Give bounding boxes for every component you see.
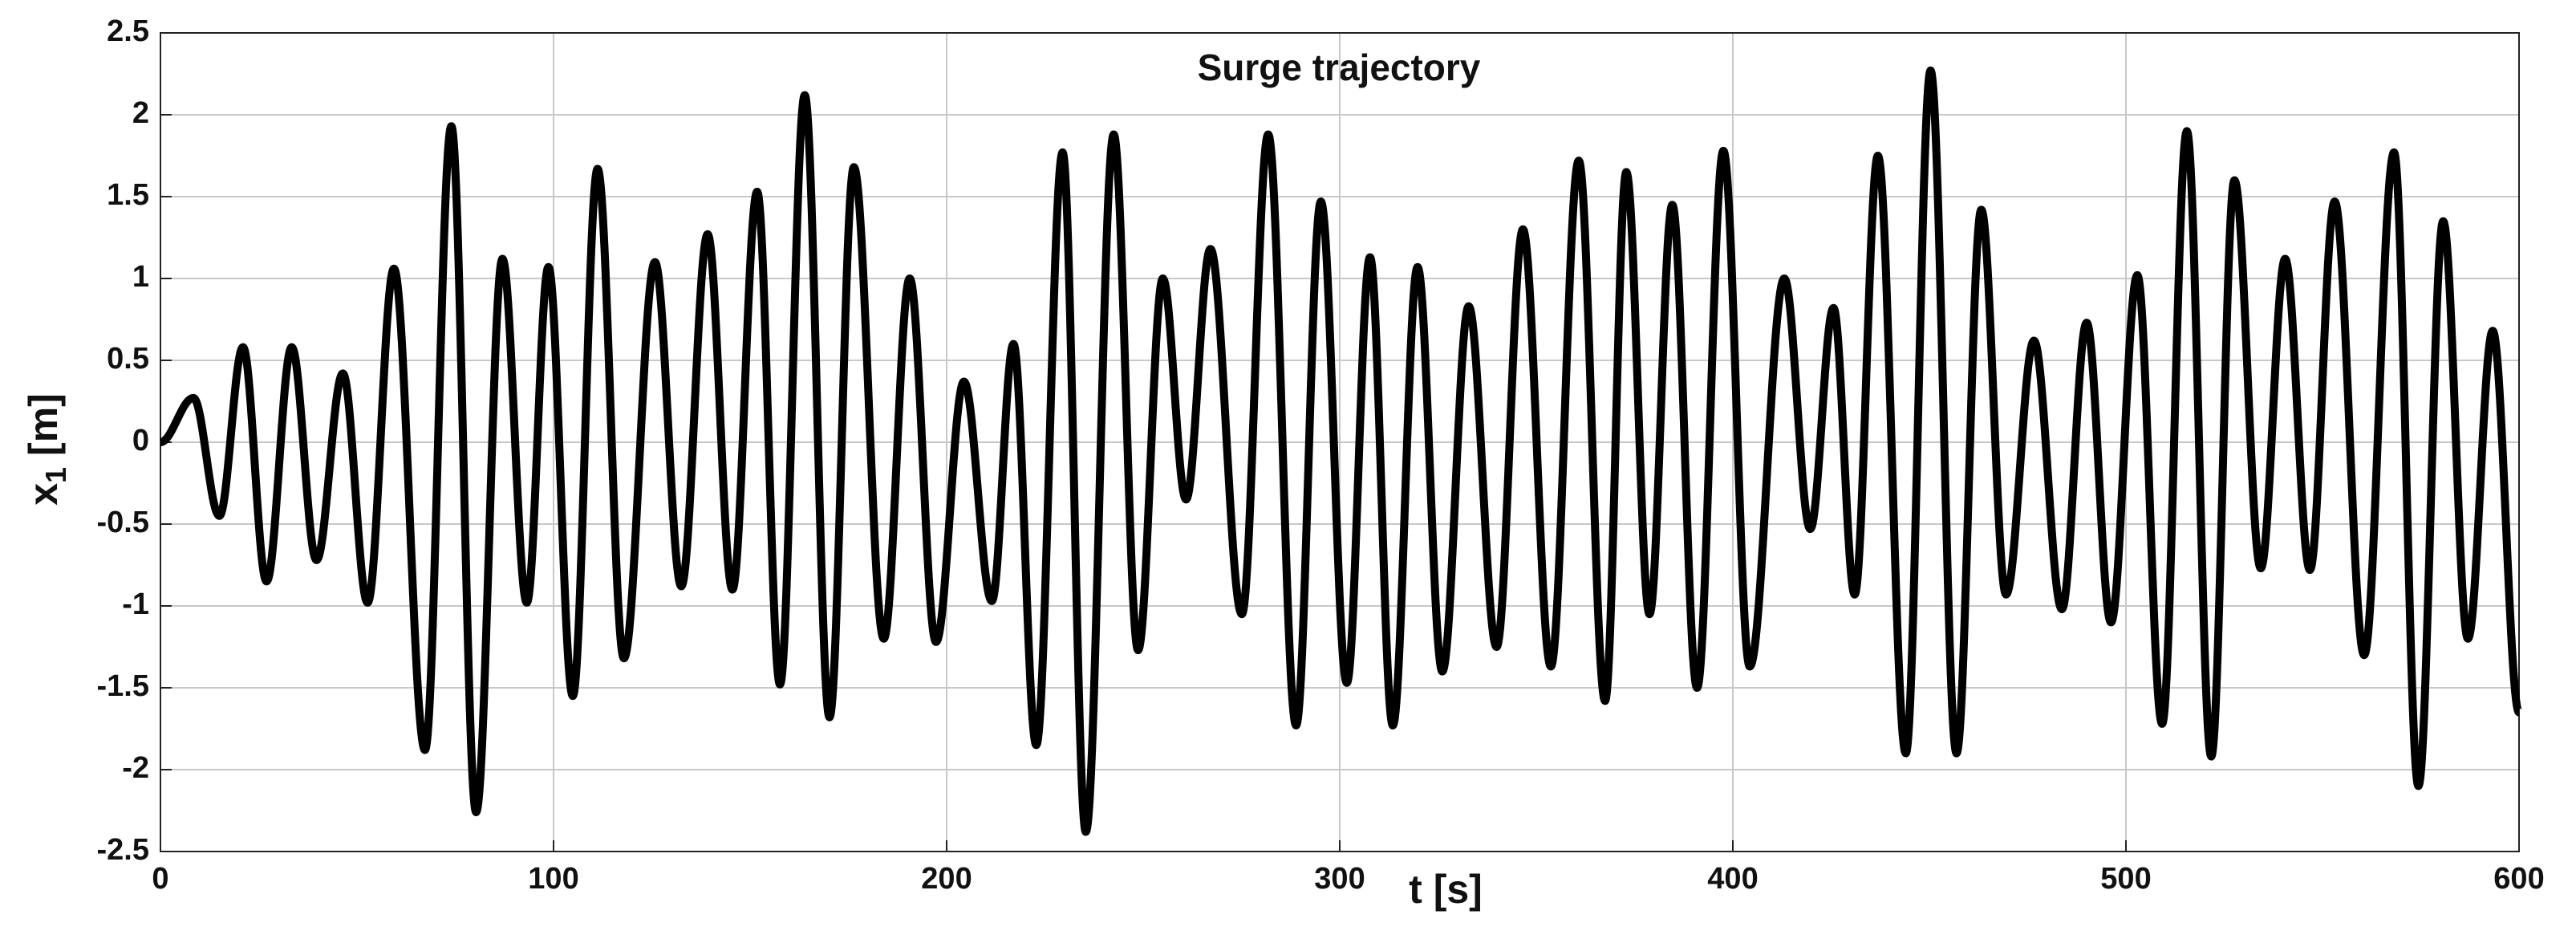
x-axis-label: t [s] [1409, 867, 1483, 912]
x-tick-label: 600 [2493, 862, 2544, 896]
x-tick-label: 0 [152, 862, 168, 896]
y-axis-label: x1 [m] [21, 393, 71, 506]
y-tick-label: -1 [122, 587, 149, 621]
x-tick-label: 300 [1314, 862, 1365, 896]
y-label-unit: [m] [21, 393, 66, 456]
y-label-symbol: x [21, 483, 66, 506]
x-tick-label: 500 [2100, 862, 2151, 896]
y-tick-label: 2 [132, 96, 149, 130]
x-tick-label: 400 [1707, 862, 1758, 896]
x-tick-label: 200 [921, 862, 972, 896]
y-tick-label: 1 [132, 260, 149, 294]
y-tick-label: 0 [132, 424, 149, 457]
x-tick-label: 100 [528, 862, 578, 896]
y-tick-label: 1.5 [107, 178, 149, 212]
y-tick-label: 0.5 [107, 342, 149, 376]
y-label-subscript: 1 [39, 467, 72, 483]
y-tick-label: -2.5 [97, 833, 149, 867]
y-tick-label: -1.5 [97, 669, 149, 703]
y-tick-label: 2.5 [107, 14, 149, 48]
y-tick-label: -2 [122, 751, 149, 785]
line-series [159, 66, 2523, 836]
y-tick-label: -0.5 [97, 506, 149, 539]
